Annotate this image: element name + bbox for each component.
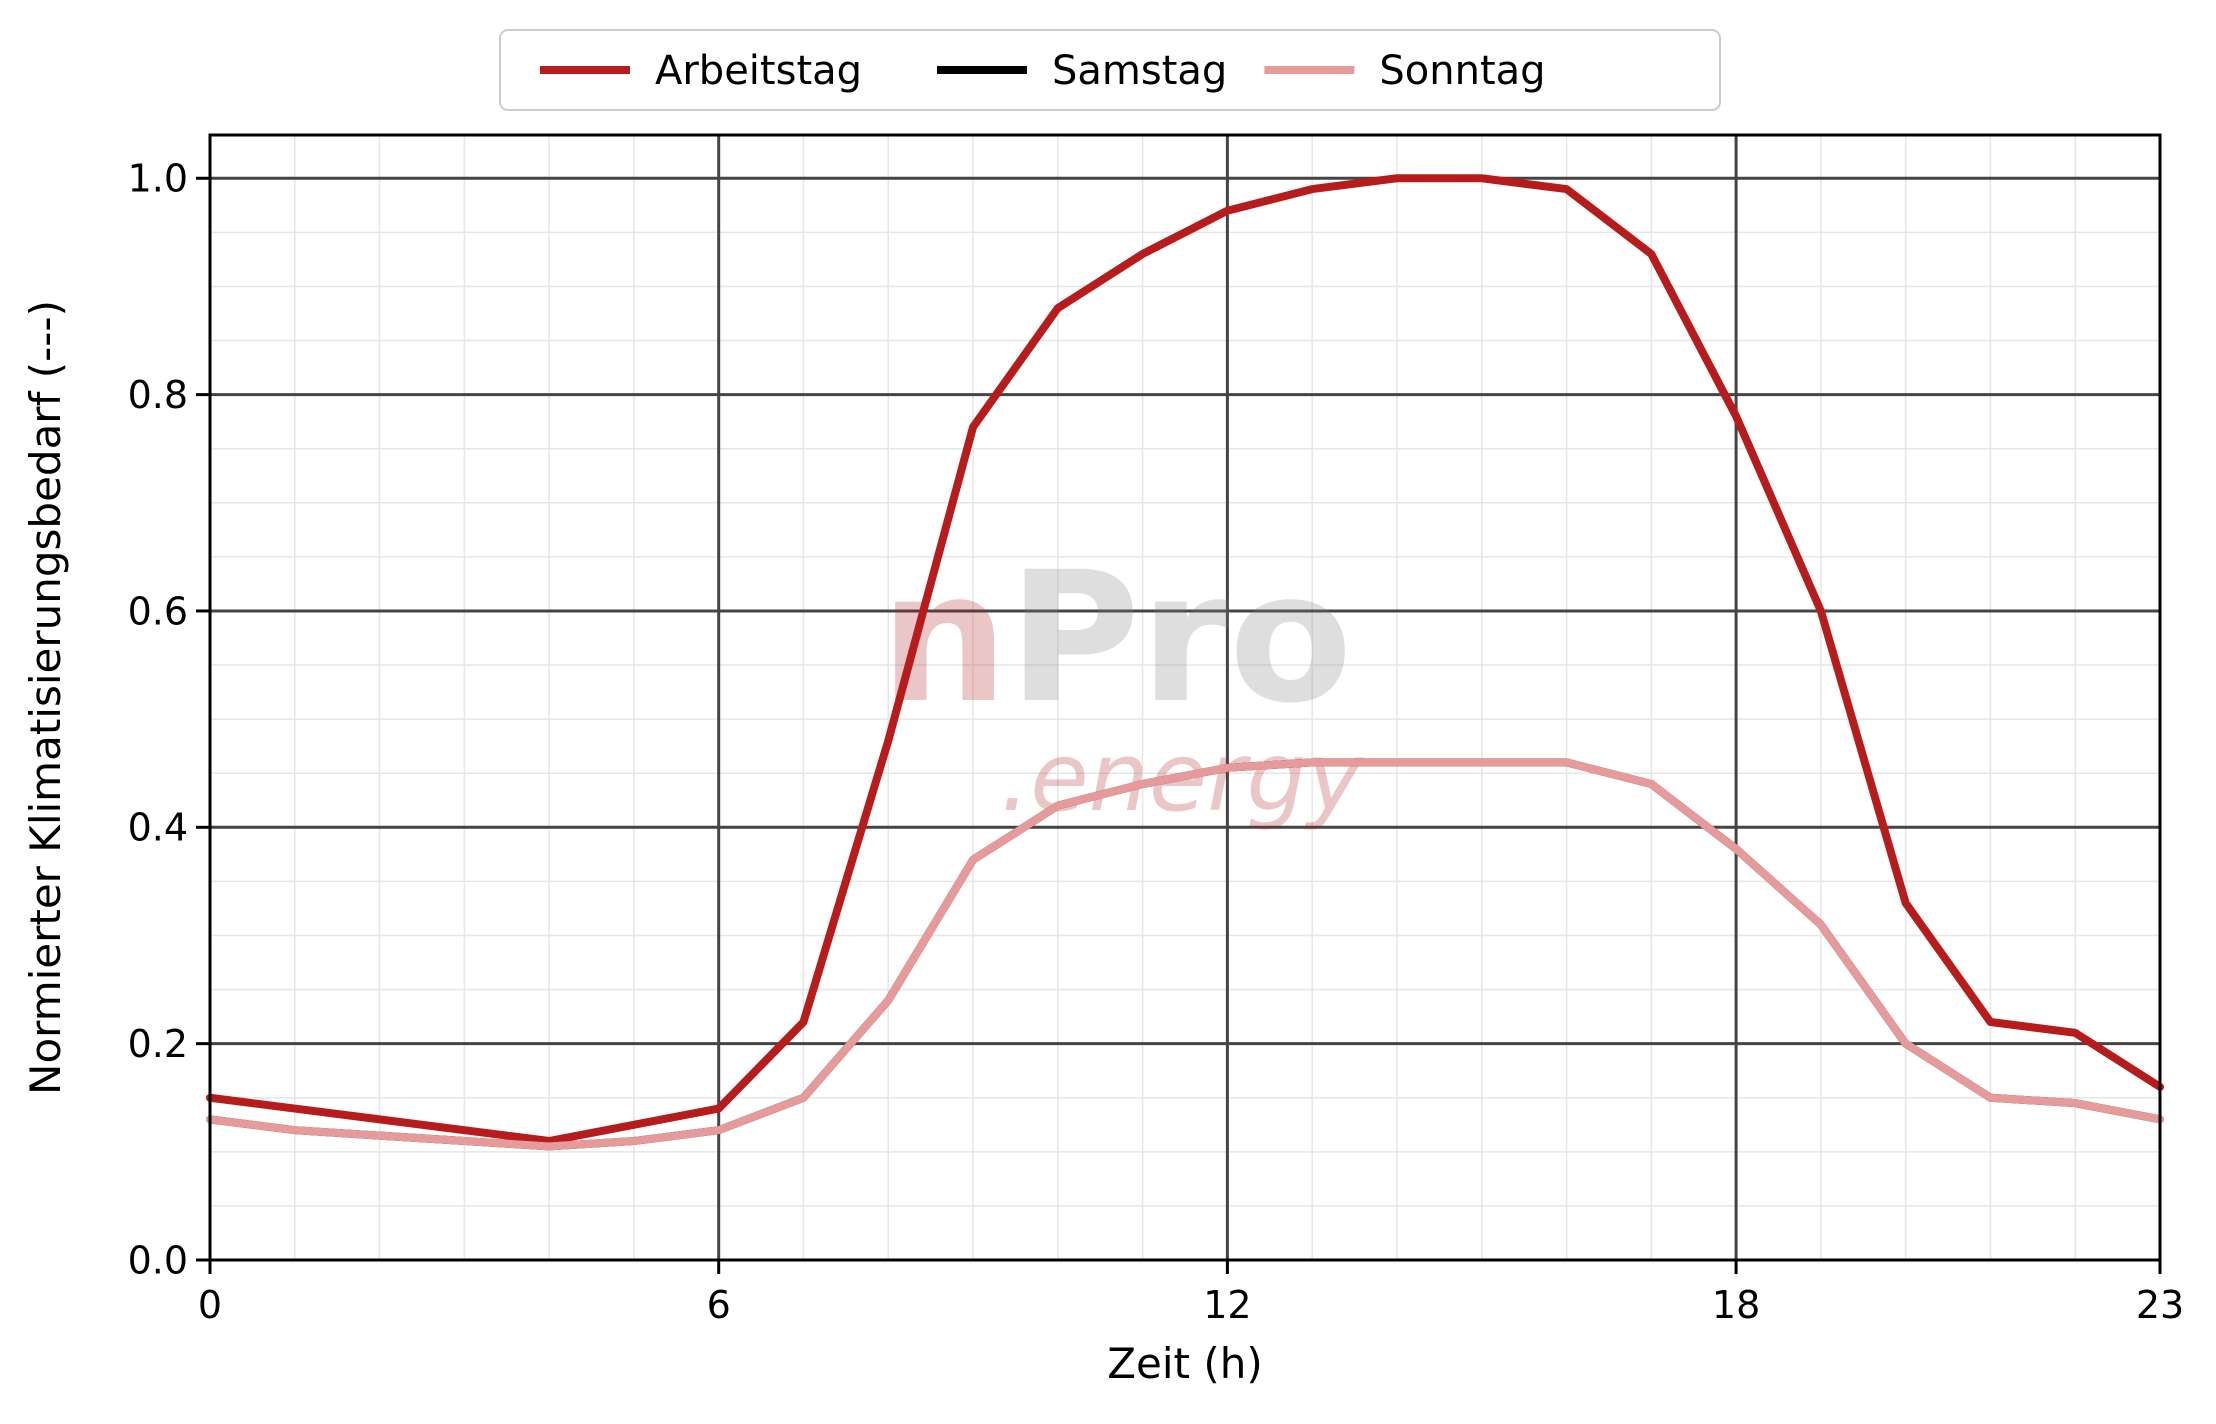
y-tick-label: 0.2 [128,1022,188,1066]
y-tick-label: 0.4 [128,806,188,850]
legend-label: Arbeitstag [655,48,862,94]
x-axis-label: Zeit (h) [1107,1339,1263,1388]
legend-label: Sonntag [1379,48,1545,94]
y-axis-label: Normierter Klimatisierungsbedarf (---) [21,300,70,1095]
y-tick-label: 0.0 [128,1238,188,1282]
x-tick-label: 23 [2136,1283,2184,1327]
x-tick-label: 6 [707,1283,731,1327]
legend: Arbeitstag Samstag Sonntag [500,30,1720,110]
x-tick-label: 18 [1712,1283,1760,1327]
legend-label: Samstag [1052,48,1227,94]
y-tick-label: 1.0 [128,157,188,201]
chart-container: nPro.energy06121823Zeit (h)0.00.20.40.60… [0,0,2216,1424]
svg-text:nPro: nPro [880,534,1353,743]
x-tick-label: 0 [198,1283,222,1327]
line-chart: nPro.energy06121823Zeit (h)0.00.20.40.60… [0,0,2216,1424]
y-tick-label: 0.6 [128,589,188,633]
x-tick-label: 12 [1203,1283,1251,1327]
y-tick-label: 0.8 [128,373,188,417]
